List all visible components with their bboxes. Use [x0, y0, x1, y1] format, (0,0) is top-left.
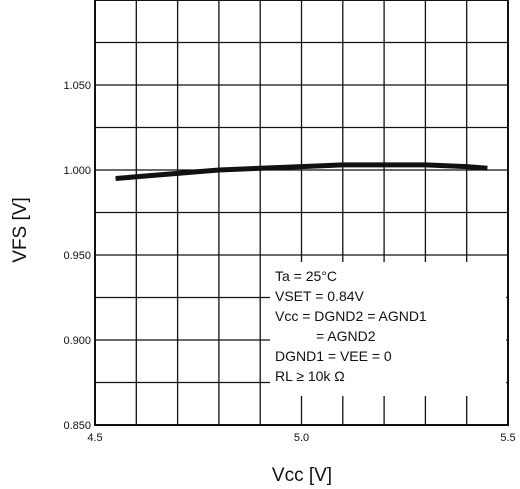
- condition-line-4: = AGND2: [316, 328, 376, 344]
- grid: [95, 0, 508, 425]
- x-axis-label: Vcc [V]: [272, 465, 332, 486]
- x-tick-label: 5.0: [294, 432, 309, 444]
- y-tick-label: 0.900: [63, 335, 91, 347]
- condition-line-3: Vcc = DGND2 = AGND1: [275, 308, 427, 324]
- condition-line-6: RL ≥ 10k Ω: [275, 368, 345, 384]
- condition-line-2: VSET = 0.84V: [275, 288, 365, 304]
- x-tick-label: 4.5: [87, 432, 102, 444]
- y-tick-label: 0.950: [63, 250, 91, 262]
- series-layer: [115, 162, 488, 181]
- y-tick-label: 0.850: [63, 420, 91, 432]
- x-tick-label: 5.5: [500, 432, 515, 444]
- condition-line-5: DGND1 = VEE = 0: [275, 348, 392, 364]
- x-axis-ticks: 4.5 5.0 5.5: [87, 432, 515, 444]
- series-line: [115, 162, 488, 181]
- y-tick-label: 1.050: [63, 80, 91, 92]
- y-axis-label: VFS [V]: [10, 197, 31, 262]
- y-tick-label: 1.000: [63, 165, 91, 177]
- y-axis-ticks: 0.850 0.900 0.950 1.000 1.050: [63, 80, 91, 432]
- conditions-note: Ta = 25°C VSET = 0.84V Vcc = DGND2 = AGN…: [275, 268, 427, 384]
- legend-box-background: [270, 262, 506, 396]
- plot-frame: [94, 0, 509, 426]
- condition-line-1: Ta = 25°C: [275, 268, 337, 284]
